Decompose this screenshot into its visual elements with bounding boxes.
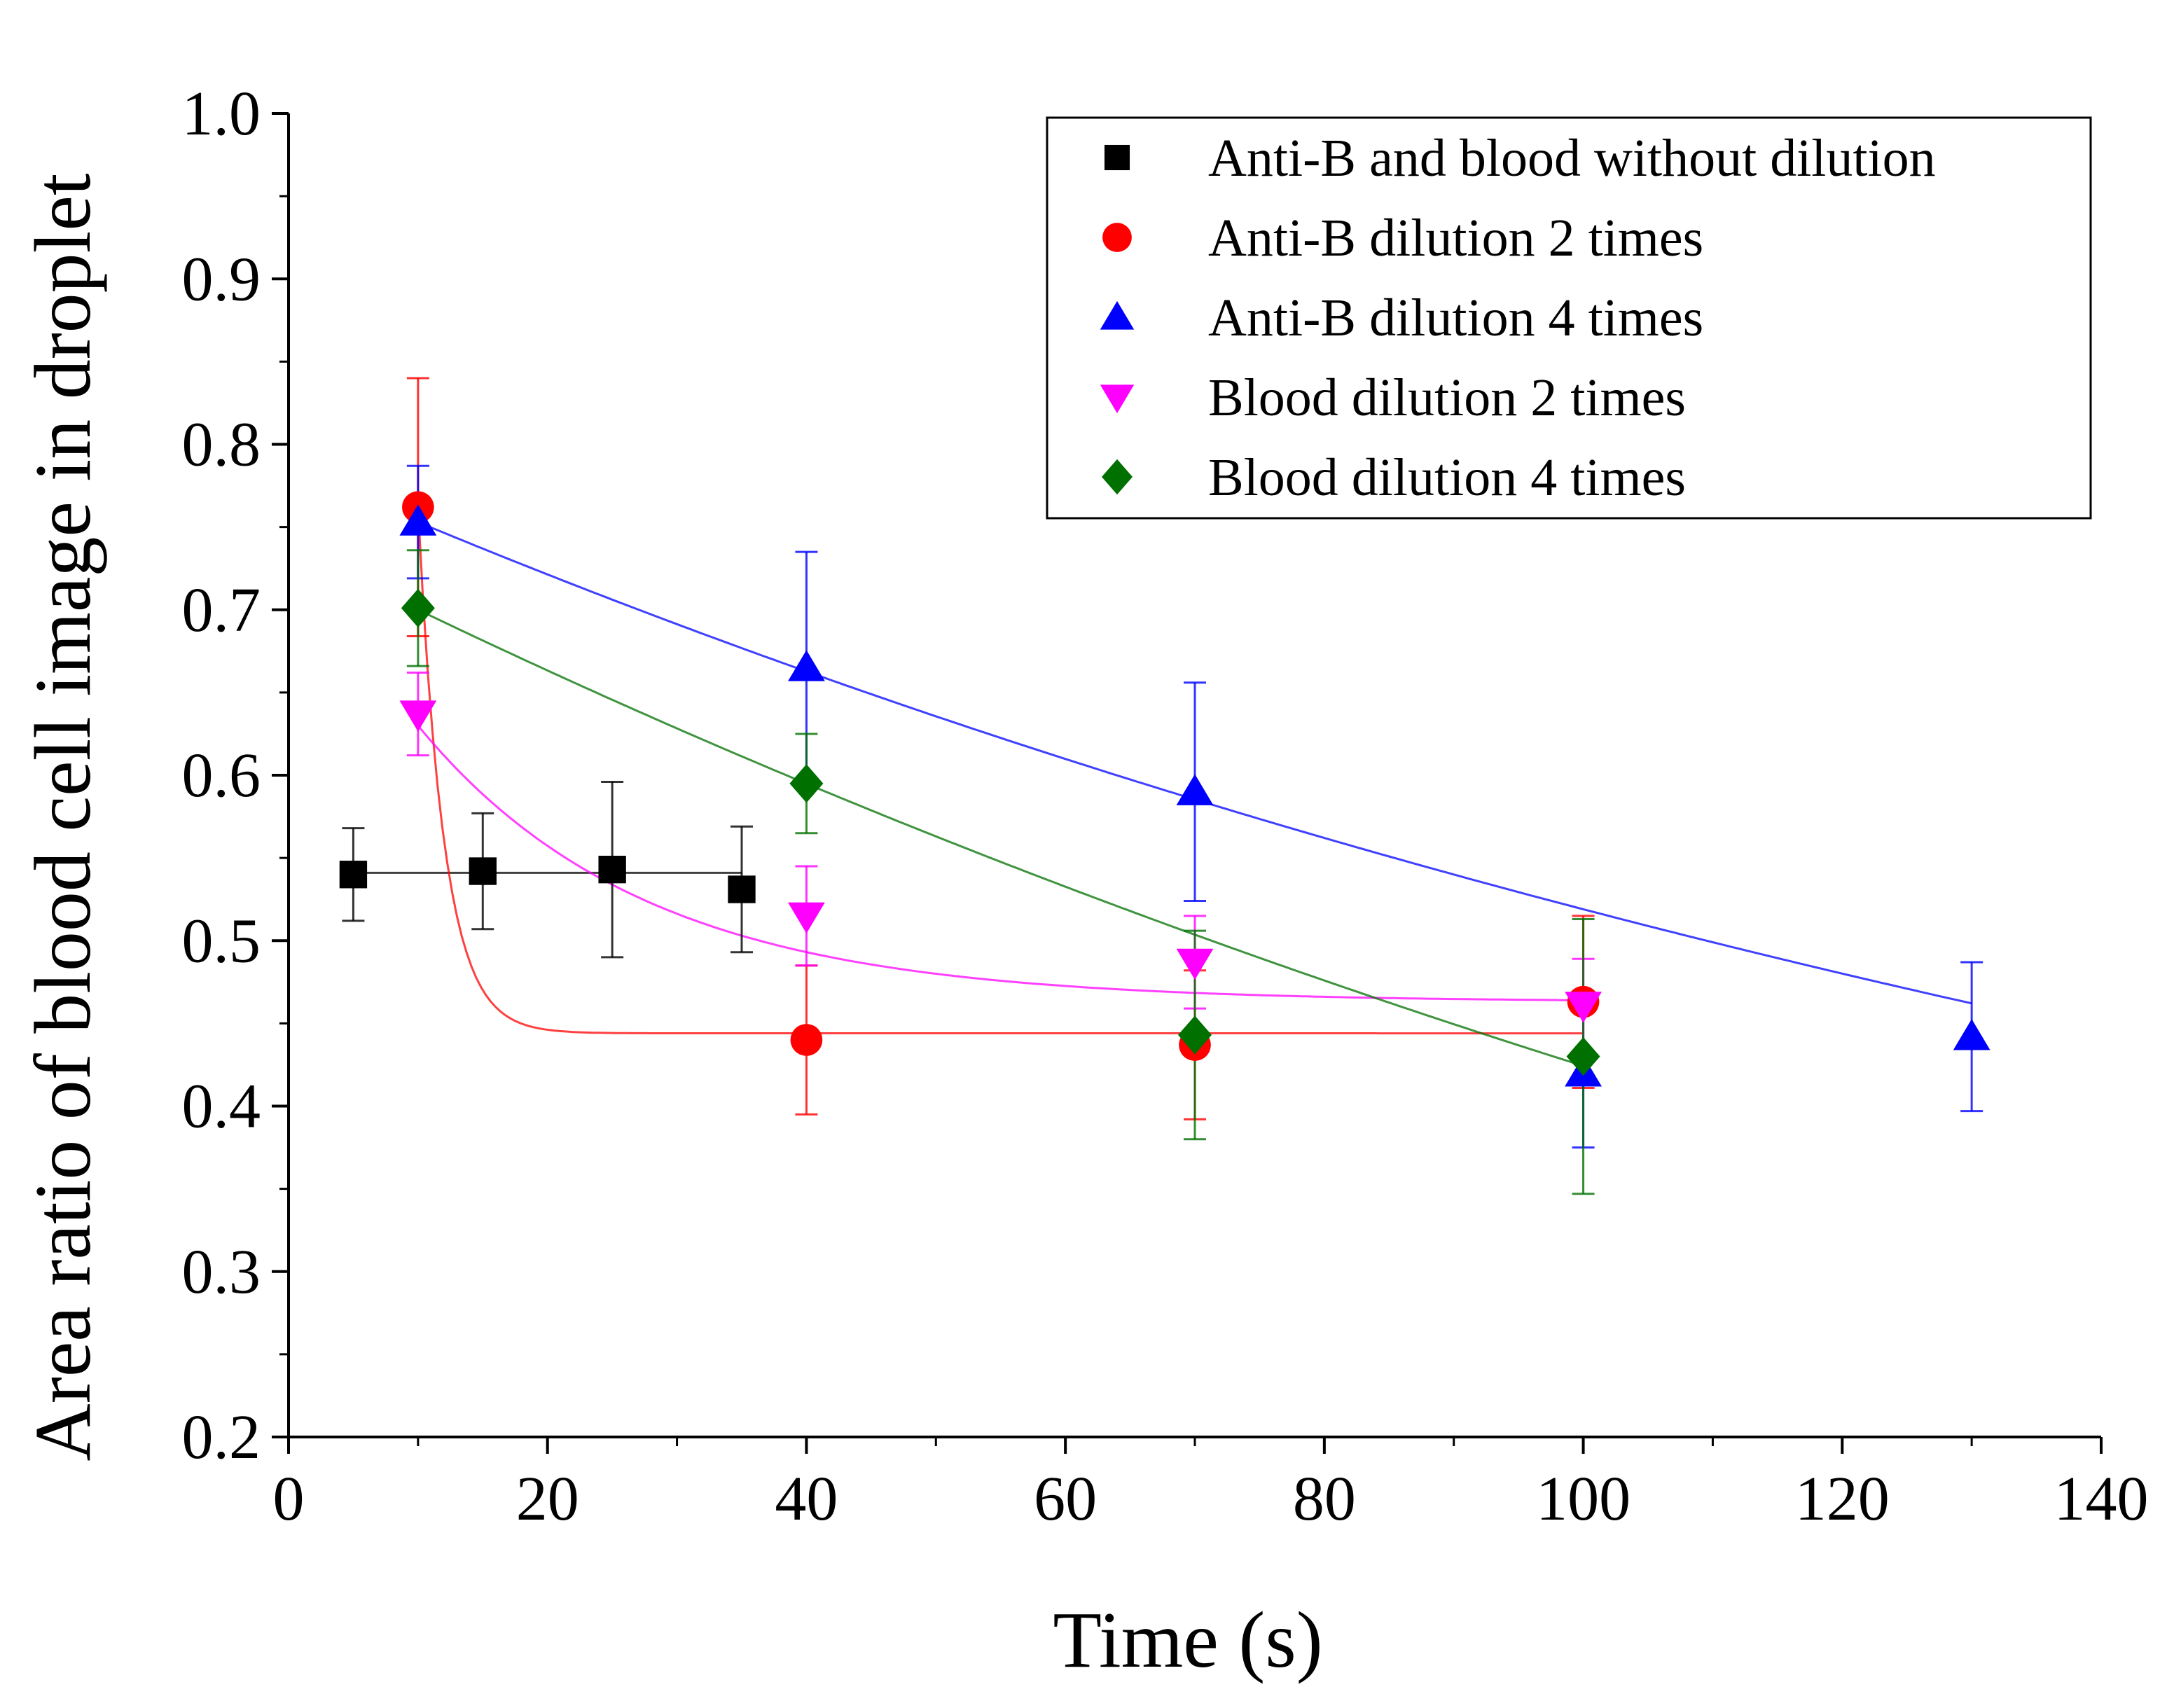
legend: Anti-B and blood without dilution Anti-B … (1046, 116, 2092, 520)
data-point-series-5-point-4 (1566, 1037, 1600, 1076)
x-tick-label-3: 40 (775, 1464, 838, 1534)
y-tick-label-9: 1.0 (182, 79, 261, 148)
legend-label-5: Blood dilution 4 times (1208, 448, 1686, 507)
fit-curve-series-2 (417, 507, 1584, 1035)
legend-item-3: Anti-B dilution 4 times (1100, 289, 1703, 347)
legend-label-3: Anti-B dilution 4 times (1208, 289, 1703, 347)
data-point-series-1-point-1 (339, 861, 368, 889)
data-point-series-3-point-1 (399, 504, 437, 536)
legend-box (1046, 116, 2092, 520)
x-tick-label-4: 60 (1034, 1464, 1097, 1534)
data-point-series-1-point-2 (469, 857, 497, 885)
y-tick-label-5: 0.6 (182, 741, 261, 810)
x-tick-label-8: 140 (2054, 1464, 2149, 1534)
y-tick-label-4: 0.5 (182, 906, 261, 975)
data-point-series-3-point-5 (1953, 1019, 1990, 1050)
y-tick-label-1: 0.2 (182, 1403, 261, 1472)
y-tick-label-2: 0.3 (182, 1237, 261, 1307)
data-point-series-1-point-3 (598, 855, 626, 884)
legend-marker-3 (1100, 300, 1135, 330)
y-tick-label-7: 0.8 (182, 410, 261, 480)
x-tick-label-6: 100 (1536, 1464, 1630, 1534)
data-point-series-5-point-2 (789, 764, 824, 803)
data-point-series-3-point-2 (788, 650, 825, 681)
legend-label-4: Blood dilution 2 times (1208, 368, 1686, 427)
x-tick-label-7: 120 (1795, 1464, 1890, 1534)
data-point-series-3-point-3 (1176, 774, 1214, 805)
y-axis-title: Area ratio of blood cell image in drople… (18, 173, 107, 1461)
x-axis-title: Time (s) (1053, 1595, 1322, 1684)
data-point-series-4-point-3 (1176, 948, 1214, 980)
data-point-series-4-point-4 (1565, 992, 1602, 1023)
data-point-series-2-point-2 (790, 1024, 823, 1056)
legend-marker-2 (1102, 223, 1132, 252)
x-tick-label-5: 80 (1293, 1464, 1356, 1534)
legend-marker-5 (1102, 459, 1133, 495)
data-point-series-1-point-4 (728, 875, 756, 903)
fit-curve-series-5 (417, 609, 1584, 1067)
x-tick-label-2: 20 (516, 1464, 579, 1534)
legend-label-1: Anti-B and blood without dilution (1208, 129, 1936, 188)
data-point-series-5-point-1 (401, 588, 435, 627)
data-point-series-4-point-1 (399, 700, 437, 732)
legend-item-4: Blood dilution 2 times (1100, 368, 1686, 427)
y-tick-label-3: 0.4 (182, 1072, 261, 1141)
x-tick-label-1: 0 (273, 1464, 305, 1534)
legend-item-1: Anti-B and blood without dilution (1104, 129, 1936, 188)
y-tick-label-6: 0.7 (182, 576, 261, 645)
legend-marker-1 (1104, 144, 1130, 171)
y-tick-label-8: 0.9 (182, 244, 261, 314)
legend-marker-4 (1100, 384, 1135, 414)
legend-label-2: Anti-B dilution 2 times (1208, 209, 1703, 268)
legend-item-5: Blood dilution 4 times (1102, 448, 1686, 507)
legend-item-2: Anti-B dilution 2 times (1102, 209, 1703, 268)
axes: 0 20 40 60 80 100 120 140 0.2 0.3 0.4 0.5 0.6 0.7 0.8 0… (18, 79, 2149, 1684)
data-markers (339, 491, 1990, 1087)
data-point-series-5-point-3 (1178, 1015, 1212, 1055)
data-point-series-4-point-2 (788, 902, 825, 934)
